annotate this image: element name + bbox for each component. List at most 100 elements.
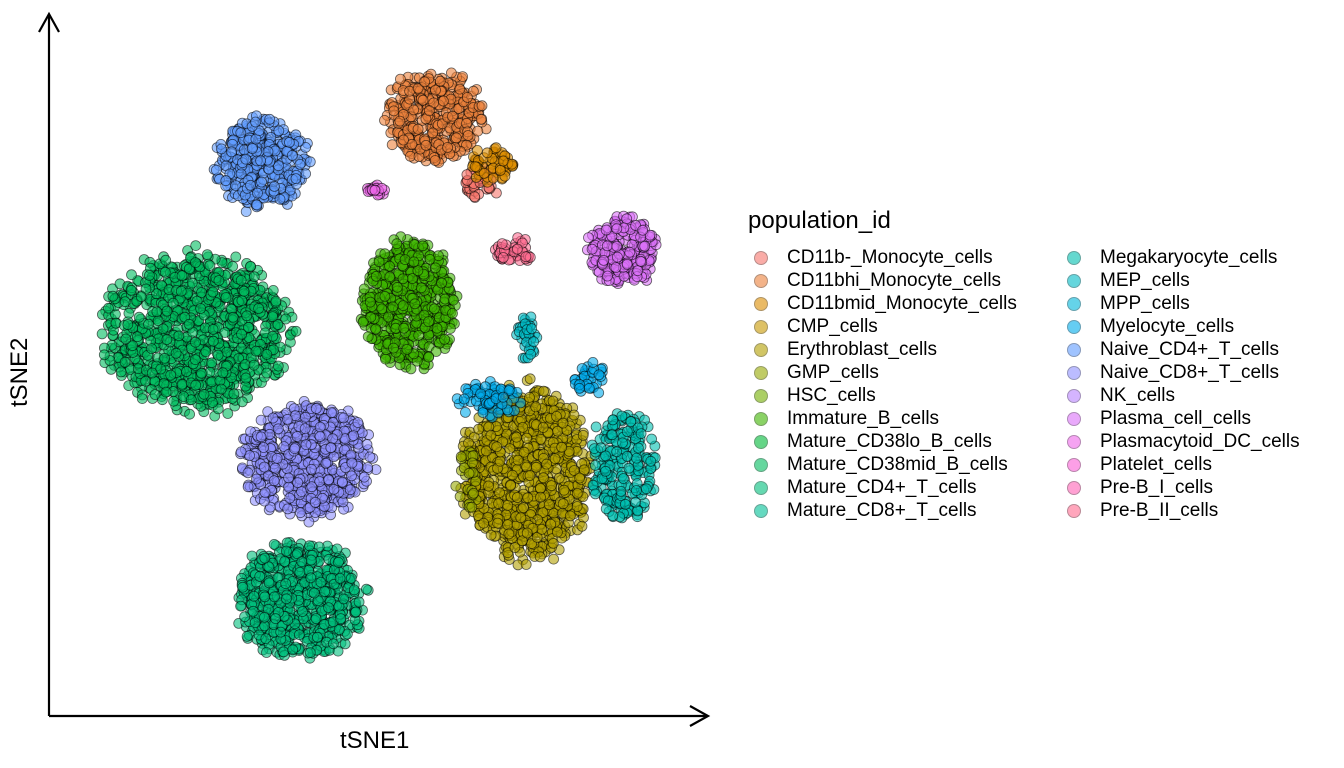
- scatter-point: [538, 385, 549, 397]
- scatter-point: [583, 232, 594, 244]
- scatter-point: [268, 475, 280, 487]
- scatter-point: [384, 271, 396, 283]
- scatter-point: [238, 285, 250, 297]
- scatter-point: [254, 571, 266, 582]
- scatter-point: [195, 303, 207, 314]
- scatter-point: [267, 311, 279, 323]
- scatter-point: [258, 442, 270, 453]
- scatter-point: [175, 285, 187, 297]
- scatter-point: [241, 631, 253, 642]
- scatter-point: [327, 638, 339, 650]
- scatter-point: [143, 318, 154, 330]
- scatter-point: [319, 586, 331, 597]
- scatter-point: [263, 577, 275, 589]
- scatter-point: [189, 354, 201, 366]
- scatter-point: [437, 95, 449, 107]
- scatter-point: [310, 403, 322, 414]
- scatter-point: [246, 143, 258, 154]
- scatter-point: [126, 269, 137, 281]
- scatter-point: [304, 156, 316, 168]
- scatter-point: [497, 252, 509, 263]
- scatter-point: [325, 442, 337, 454]
- scatter-point: [236, 295, 248, 307]
- scatter-point: [204, 260, 216, 271]
- scatter-point: [275, 626, 287, 638]
- scatter-point: [136, 393, 148, 405]
- scatter-point: [334, 573, 346, 584]
- scatter-point: [308, 587, 320, 599]
- scatter-point: [281, 413, 293, 425]
- scatter-point: [222, 408, 234, 419]
- scatter-point: [325, 407, 337, 419]
- scatter-point: [490, 142, 502, 154]
- scatter-point: [250, 116, 261, 128]
- scatter-point: [424, 253, 436, 265]
- scatter-point: [251, 199, 263, 211]
- scatter-point: [469, 161, 481, 173]
- scatter-point: [481, 147, 493, 159]
- scatter-point: [259, 487, 271, 498]
- scatter-point: [270, 295, 282, 307]
- scatter-point: [190, 379, 202, 391]
- scatter-point: [159, 266, 171, 278]
- scatter-point: [268, 180, 280, 192]
- scatter-point: [167, 297, 179, 309]
- scatter-point: [270, 613, 282, 624]
- scatter-point: [170, 347, 182, 359]
- scatter-point: [344, 484, 356, 496]
- scatter-point: [280, 545, 292, 557]
- scatter-point: [338, 412, 349, 424]
- scatter-point: [220, 292, 232, 303]
- scatter-point: [115, 366, 127, 378]
- scatter-point: [382, 311, 394, 323]
- scatter-point: [352, 417, 364, 428]
- scatter-point: [635, 255, 646, 267]
- scatter-point: [267, 330, 279, 342]
- scatter-point: [462, 130, 474, 141]
- scatter-point: [292, 477, 304, 489]
- scatter-point: [261, 367, 273, 379]
- scatter-point: [157, 323, 169, 335]
- scatter-point: [200, 346, 212, 358]
- scatter-point: [430, 262, 441, 274]
- scatter-point: [328, 451, 340, 463]
- scatter-point: [206, 357, 218, 369]
- scatter-point: [274, 193, 286, 205]
- scatter-point: [237, 581, 249, 593]
- scatter-point: [320, 457, 332, 469]
- scatter-point: [417, 240, 429, 252]
- scatter-point: [305, 463, 317, 475]
- scatter-point: [388, 105, 400, 117]
- scatter-point: [159, 352, 171, 364]
- scatter-point: [348, 430, 359, 442]
- scatter-point: [239, 611, 251, 623]
- scatter-point: [207, 323, 219, 335]
- scatter-point: [621, 213, 633, 225]
- scatter-point: [576, 520, 588, 532]
- scatter-point: [336, 476, 348, 488]
- scatter-point: [261, 348, 273, 360]
- scatter-point: [242, 481, 254, 493]
- scatter-point: [120, 333, 132, 345]
- scatter-point: [282, 503, 294, 515]
- scatter-point: [215, 383, 227, 395]
- scatter-point: [207, 286, 219, 298]
- scatter-point: [353, 596, 365, 608]
- scatter-point: [472, 125, 484, 137]
- scatter-point: [364, 296, 376, 308]
- scatter-point: [346, 470, 357, 482]
- scatter-point: [216, 143, 227, 155]
- scatter-point: [140, 375, 152, 387]
- scatter-point: [417, 94, 429, 106]
- scatter-point: [173, 330, 185, 342]
- scatter-point: [496, 238, 508, 250]
- scatter-point: [290, 325, 302, 337]
- scatter-point: [143, 269, 155, 281]
- scatter-point: [315, 576, 327, 588]
- scatter-point: [299, 423, 311, 435]
- scatter-point: [290, 173, 302, 185]
- scatter-point: [133, 311, 145, 323]
- scatter-point: [447, 294, 459, 306]
- scatter-point: [357, 316, 369, 328]
